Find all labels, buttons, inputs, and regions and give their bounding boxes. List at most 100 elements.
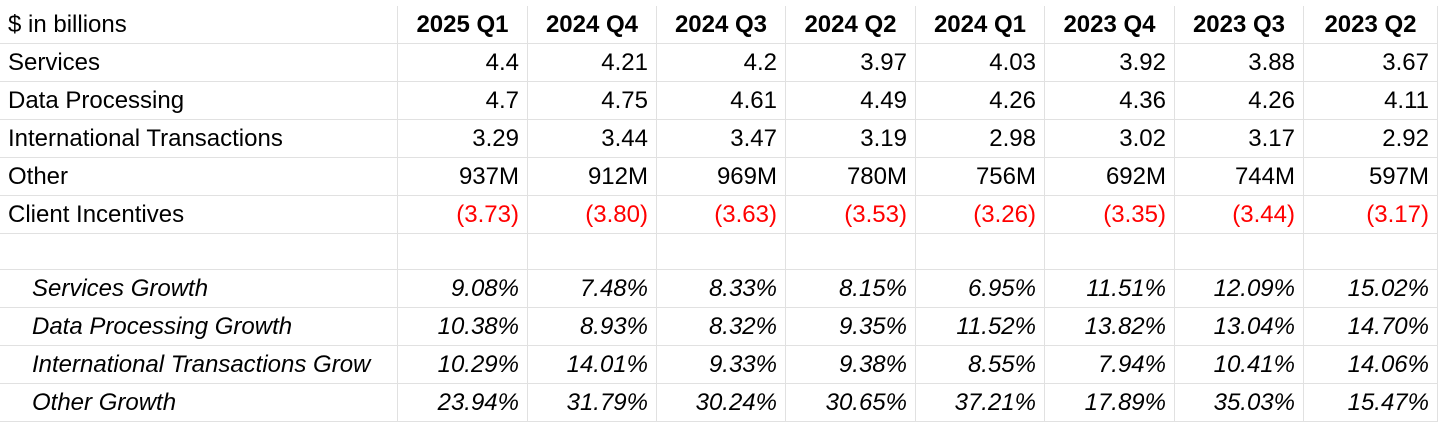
empty-cell[interactable]: [786, 234, 916, 270]
row-label-cell[interactable]: International Transactions: [0, 120, 398, 158]
value-cell[interactable]: 4.11: [1304, 82, 1438, 120]
growth-value-cell[interactable]: 17.89%: [1045, 384, 1175, 422]
row-label-cell[interactable]: Data Processing Growth: [0, 308, 398, 346]
row-label-cell[interactable]: Other Growth: [0, 384, 398, 422]
value-cell[interactable]: 4.03: [916, 44, 1045, 82]
value-cell[interactable]: 3.29: [398, 120, 528, 158]
growth-value-cell[interactable]: 14.06%: [1304, 346, 1438, 384]
value-cell[interactable]: 4.36: [1045, 82, 1175, 120]
growth-value-cell[interactable]: 7.48%: [528, 270, 657, 308]
growth-value-cell[interactable]: 11.52%: [916, 308, 1045, 346]
value-cell[interactable]: 4.4: [398, 44, 528, 82]
value-cell[interactable]: 597M: [1304, 158, 1438, 196]
value-cell[interactable]: 3.19: [786, 120, 916, 158]
growth-value-cell[interactable]: 12.09%: [1175, 270, 1304, 308]
empty-cell[interactable]: [0, 234, 398, 270]
value-cell[interactable]: 3.97: [786, 44, 916, 82]
negative-value-cell[interactable]: (3.26): [916, 196, 1045, 234]
value-cell[interactable]: 692M: [1045, 158, 1175, 196]
value-cell[interactable]: 4.26: [1175, 82, 1304, 120]
header-quarter-cell[interactable]: 2025 Q1: [398, 6, 528, 44]
value-cell[interactable]: 3.44: [528, 120, 657, 158]
value-cell[interactable]: 3.67: [1304, 44, 1438, 82]
growth-value-cell[interactable]: 31.79%: [528, 384, 657, 422]
value-cell[interactable]: 744M: [1175, 158, 1304, 196]
value-cell[interactable]: 937M: [398, 158, 528, 196]
row-label-cell[interactable]: Services: [0, 44, 398, 82]
growth-value-cell[interactable]: 15.02%: [1304, 270, 1438, 308]
header-label-cell[interactable]: $ in billions: [0, 6, 398, 44]
negative-value-cell[interactable]: (3.17): [1304, 196, 1438, 234]
header-quarter-cell[interactable]: 2024 Q4: [528, 6, 657, 44]
row-label-cell[interactable]: Data Processing: [0, 82, 398, 120]
growth-value-cell[interactable]: 10.29%: [398, 346, 528, 384]
value-cell[interactable]: 4.75: [528, 82, 657, 120]
empty-cell[interactable]: [916, 234, 1045, 270]
growth-value-cell[interactable]: 8.15%: [786, 270, 916, 308]
growth-value-cell[interactable]: 8.33%: [657, 270, 786, 308]
growth-value-cell[interactable]: 37.21%: [916, 384, 1045, 422]
growth-value-cell[interactable]: 23.94%: [398, 384, 528, 422]
negative-value-cell[interactable]: (3.44): [1175, 196, 1304, 234]
empty-cell[interactable]: [1175, 234, 1304, 270]
growth-value-cell[interactable]: 30.65%: [786, 384, 916, 422]
empty-cell[interactable]: [657, 234, 786, 270]
growth-value-cell[interactable]: 7.94%: [1045, 346, 1175, 384]
growth-value-cell[interactable]: 15.47%: [1304, 384, 1438, 422]
negative-value-cell[interactable]: (3.35): [1045, 196, 1175, 234]
growth-value-cell[interactable]: 8.55%: [916, 346, 1045, 384]
header-quarter-cell[interactable]: 2024 Q1: [916, 6, 1045, 44]
table-row-international-transactions-growth: International Transactions Grow 10.29% 1…: [0, 346, 1438, 384]
negative-value-cell[interactable]: (3.53): [786, 196, 916, 234]
value-cell[interactable]: 4.7: [398, 82, 528, 120]
value-cell[interactable]: 756M: [916, 158, 1045, 196]
value-cell[interactable]: 4.2: [657, 44, 786, 82]
value-cell[interactable]: 4.61: [657, 82, 786, 120]
growth-value-cell[interactable]: 9.35%: [786, 308, 916, 346]
growth-value-cell[interactable]: 14.01%: [528, 346, 657, 384]
growth-value-cell[interactable]: 35.03%: [1175, 384, 1304, 422]
value-cell[interactable]: 4.21: [528, 44, 657, 82]
value-cell[interactable]: 3.17: [1175, 120, 1304, 158]
growth-value-cell[interactable]: 11.51%: [1045, 270, 1175, 308]
value-cell[interactable]: 4.26: [916, 82, 1045, 120]
growth-value-cell[interactable]: 13.04%: [1175, 308, 1304, 346]
header-quarter-cell[interactable]: 2024 Q3: [657, 6, 786, 44]
growth-value-cell[interactable]: 9.08%: [398, 270, 528, 308]
value-cell[interactable]: 2.98: [916, 120, 1045, 158]
growth-value-cell[interactable]: 9.33%: [657, 346, 786, 384]
empty-cell[interactable]: [398, 234, 528, 270]
value-cell[interactable]: 4.49: [786, 82, 916, 120]
header-quarter-cell[interactable]: 2024 Q2: [786, 6, 916, 44]
value-cell[interactable]: 969M: [657, 158, 786, 196]
header-quarter-cell[interactable]: 2023 Q2: [1304, 6, 1438, 44]
row-label-cell[interactable]: International Transactions Grow: [0, 346, 398, 384]
value-cell[interactable]: 3.92: [1045, 44, 1175, 82]
value-cell[interactable]: 3.02: [1045, 120, 1175, 158]
growth-value-cell[interactable]: 8.32%: [657, 308, 786, 346]
value-cell[interactable]: 2.92: [1304, 120, 1438, 158]
row-label-cell[interactable]: Other: [0, 158, 398, 196]
growth-value-cell[interactable]: 13.82%: [1045, 308, 1175, 346]
value-cell[interactable]: 912M: [528, 158, 657, 196]
value-cell[interactable]: 780M: [786, 158, 916, 196]
negative-value-cell[interactable]: (3.80): [528, 196, 657, 234]
header-quarter-cell[interactable]: 2023 Q4: [1045, 6, 1175, 44]
growth-value-cell[interactable]: 8.93%: [528, 308, 657, 346]
negative-value-cell[interactable]: (3.73): [398, 196, 528, 234]
growth-value-cell[interactable]: 6.95%: [916, 270, 1045, 308]
growth-value-cell[interactable]: 10.38%: [398, 308, 528, 346]
growth-value-cell[interactable]: 30.24%: [657, 384, 786, 422]
growth-value-cell[interactable]: 9.38%: [786, 346, 916, 384]
negative-value-cell[interactable]: (3.63): [657, 196, 786, 234]
row-label-cell[interactable]: Services Growth: [0, 270, 398, 308]
row-label-cell[interactable]: Client Incentives: [0, 196, 398, 234]
value-cell[interactable]: 3.88: [1175, 44, 1304, 82]
empty-cell[interactable]: [528, 234, 657, 270]
empty-cell[interactable]: [1045, 234, 1175, 270]
value-cell[interactable]: 3.47: [657, 120, 786, 158]
growth-value-cell[interactable]: 10.41%: [1175, 346, 1304, 384]
header-quarter-cell[interactable]: 2023 Q3: [1175, 6, 1304, 44]
growth-value-cell[interactable]: 14.70%: [1304, 308, 1438, 346]
empty-cell[interactable]: [1304, 234, 1438, 270]
